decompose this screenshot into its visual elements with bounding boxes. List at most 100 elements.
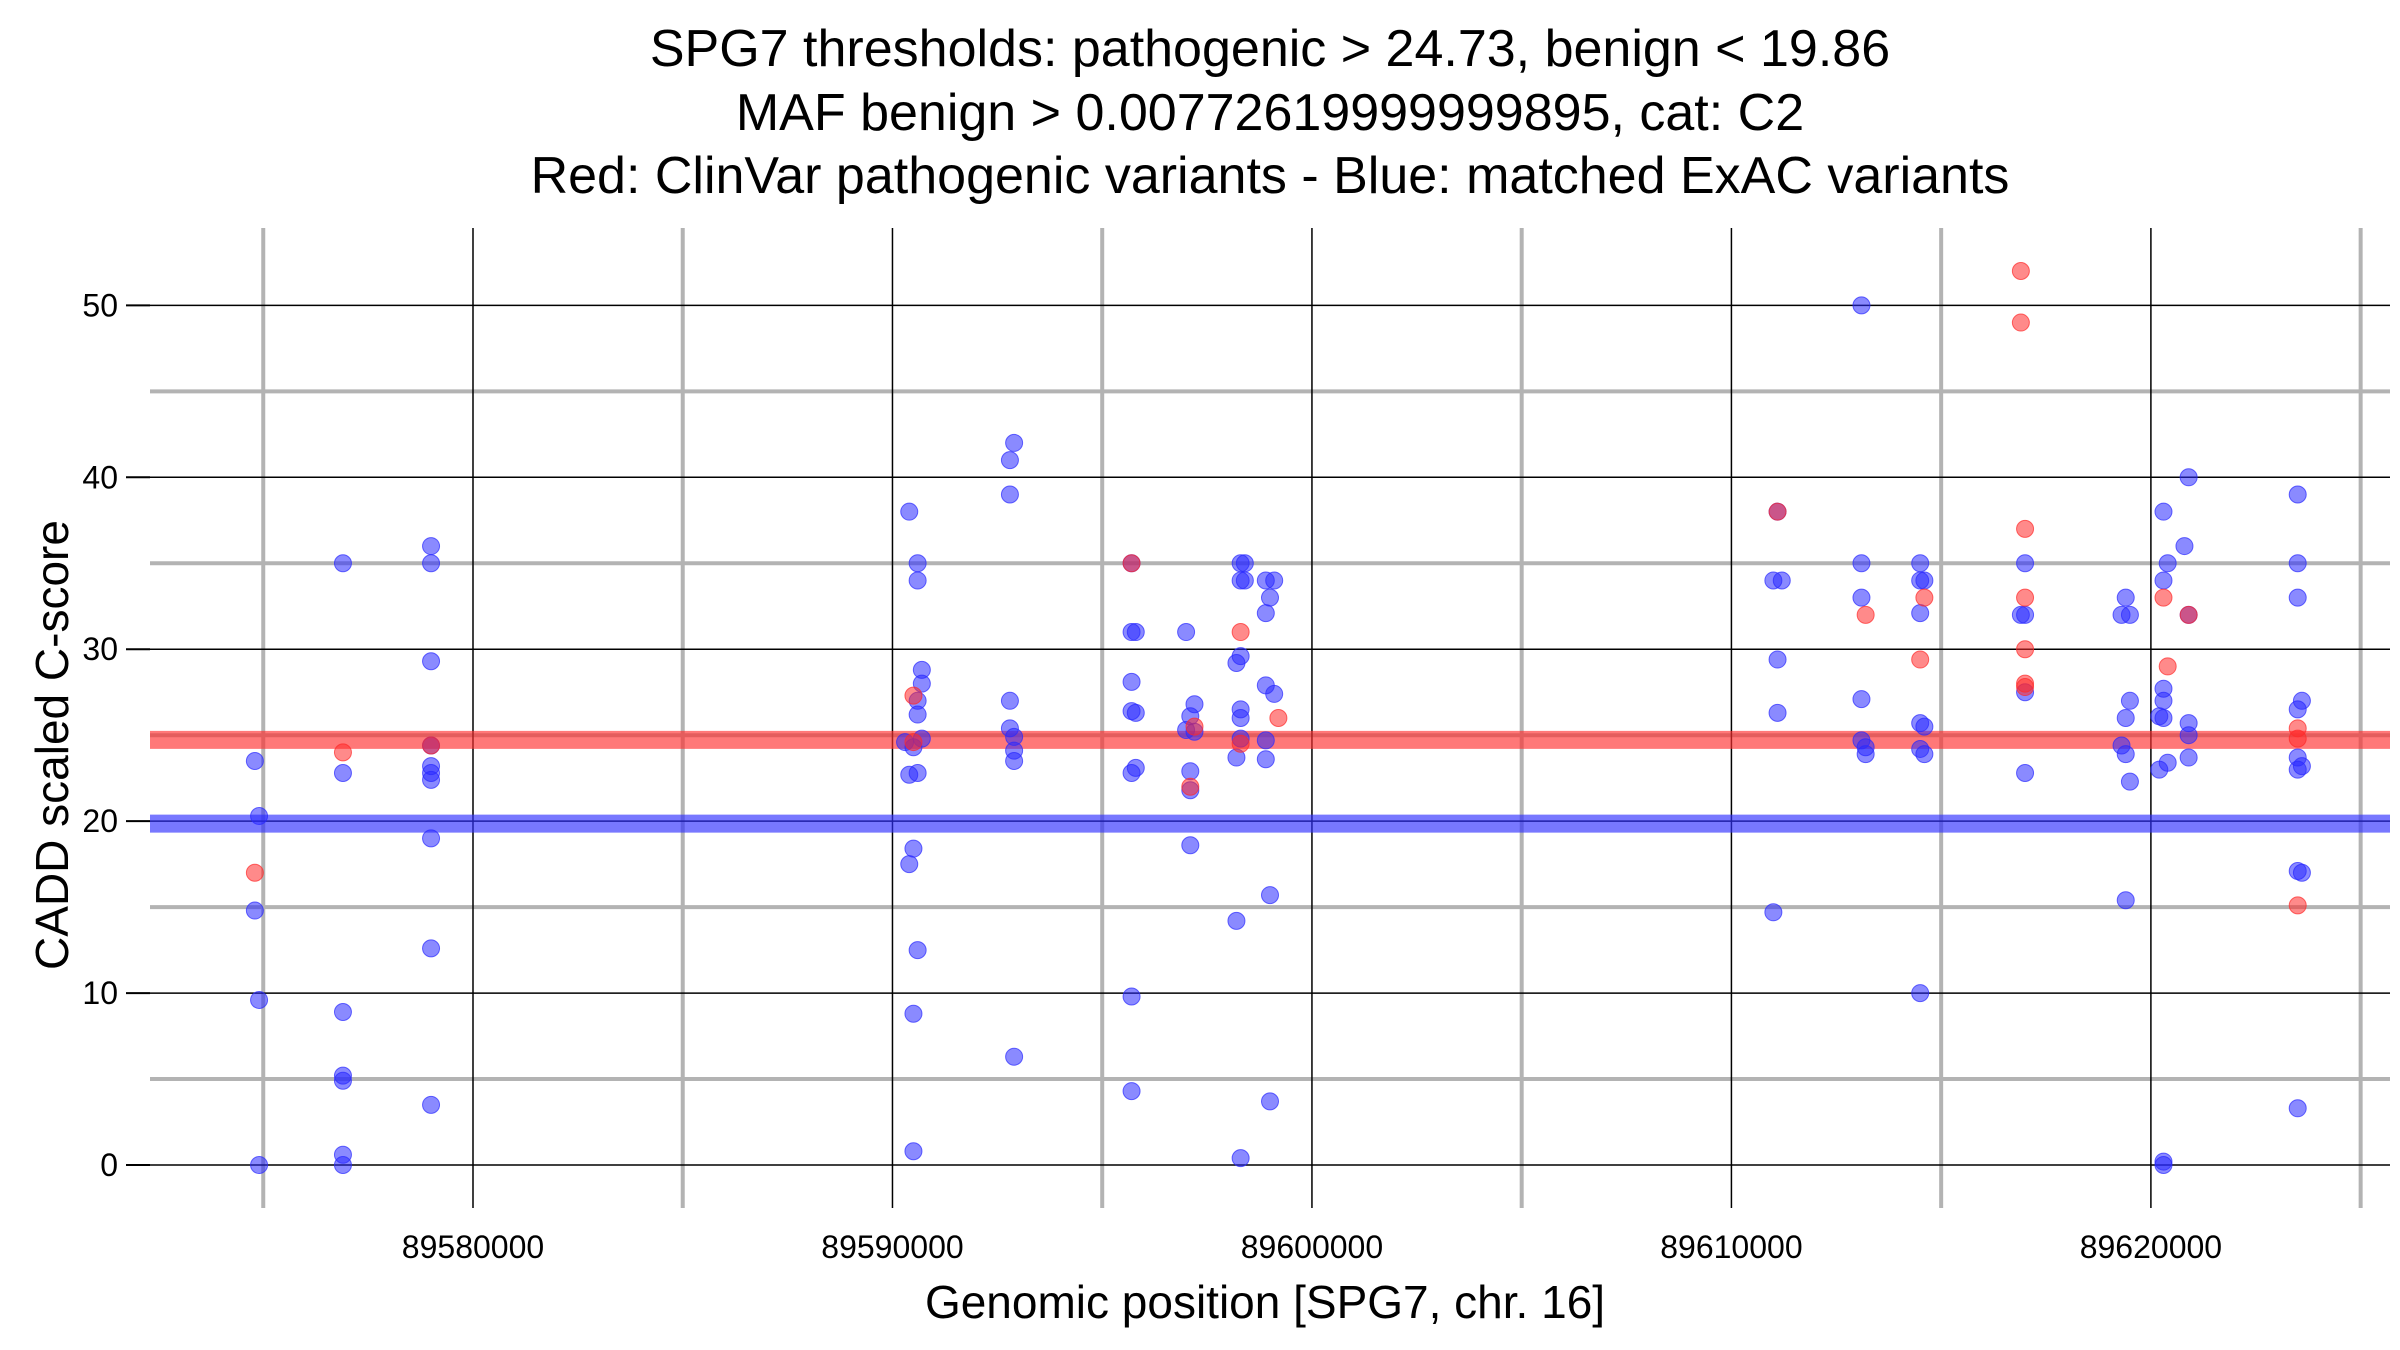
exac-point (2154, 1156, 2173, 1175)
y-tick-label: 30 (82, 631, 118, 667)
exac-point (2016, 554, 2035, 573)
exac-point (904, 1004, 923, 1023)
exac-point (1915, 717, 1934, 736)
clinvar-point (1122, 554, 1141, 573)
exac-point (1126, 703, 1145, 722)
exac-point (2120, 772, 2139, 791)
exac-point (1261, 588, 1279, 607)
x-tick-label: 89610000 (1660, 1229, 1802, 1265)
exac-point (2016, 605, 2035, 624)
clinvar-point (2016, 640, 2035, 659)
exac-point (1772, 571, 1791, 590)
exac-point (1852, 690, 1871, 709)
clinvar-point (904, 686, 923, 705)
exac-point (2120, 605, 2139, 624)
clinvar-point (1231, 623, 1250, 642)
clinvar-point (2016, 519, 2035, 538)
exac-point (1227, 911, 1246, 930)
exac-point (1005, 1047, 1024, 1066)
exac-point (1000, 485, 1019, 504)
clinvar-point (2011, 313, 2030, 332)
exac-point (422, 537, 441, 556)
exac-point (2292, 863, 2311, 882)
clinvar-point (1185, 717, 1204, 736)
y-tick-label: 20 (82, 803, 118, 839)
data-points (245, 261, 2311, 1175)
clinvar-point (2154, 588, 2173, 607)
x-tick-label: 89580000 (402, 1229, 544, 1265)
tick-labels: 89580000 89590000 89600000 89610000 89620000… (82, 287, 2222, 1265)
exac-point (250, 1156, 269, 1175)
exac-point (2179, 748, 2198, 767)
clinvar-point (1856, 605, 1875, 624)
exac-point (2158, 554, 2177, 573)
clinvar-point (1269, 709, 1288, 727)
clinvar-point (2016, 678, 2035, 697)
y-tick-label: 10 (82, 975, 118, 1011)
exac-point (908, 571, 927, 590)
exac-point (2288, 1099, 2307, 1118)
x-tick-label: 89620000 (2080, 1229, 2222, 1265)
exac-point (2179, 468, 2198, 487)
exac-point (1911, 604, 1930, 623)
exac-point (2116, 588, 2135, 607)
exac-point (2288, 760, 2307, 779)
exac-point (2288, 588, 2307, 607)
chart-title-line-2: MAF benign > 0.00772619999999895, cat: C… (736, 84, 1804, 142)
exac-point (1126, 623, 1145, 642)
exac-point (1005, 433, 1024, 452)
exac-point (1764, 903, 1783, 922)
exac-point (2179, 726, 2198, 745)
exac-point (1181, 836, 1200, 855)
exac-point (250, 990, 269, 1009)
clinvar-point (245, 863, 264, 882)
exac-point (2154, 571, 2173, 590)
exac-point (333, 1003, 352, 1021)
exac-point (1915, 571, 1934, 590)
exac-point (1852, 588, 1871, 607)
exac-point (1227, 653, 1246, 672)
exac-point (2116, 709, 2135, 727)
exac-point (1256, 731, 1275, 750)
exac-point (2150, 760, 2169, 779)
exac-point (1256, 750, 1275, 769)
exac-point (1261, 886, 1279, 905)
exac-point (1915, 745, 1934, 764)
clinvar-point (1768, 502, 1787, 521)
clinvar-point (1231, 734, 1250, 753)
clinvar-point (904, 733, 923, 752)
exac-point (2154, 709, 2173, 727)
exac-point (1005, 751, 1024, 770)
chart-title-line-3: Red: ClinVar pathogenic variants - Blue:… (531, 147, 2010, 205)
exac-point (1256, 604, 1275, 623)
clinvar-point (2011, 261, 2030, 280)
exac-point (1768, 703, 1787, 722)
x-tick-label: 89590000 (821, 1229, 963, 1265)
exac-point (1177, 623, 1196, 642)
exac-point (904, 1142, 923, 1161)
exac-point (2116, 891, 2135, 910)
exac-point (422, 770, 441, 789)
exac-point (245, 901, 264, 920)
exac-point (1265, 571, 1284, 590)
exac-point (2154, 691, 2173, 710)
y-tick-label: 50 (82, 287, 118, 323)
exac-point (2288, 554, 2307, 573)
exac-point (422, 939, 441, 958)
exac-point (1856, 745, 1875, 764)
chart-title-line-1: SPG7 thresholds: pathogenic > 24.73, ben… (650, 20, 1890, 78)
exac-point (2175, 537, 2194, 556)
exac-point (908, 941, 927, 960)
exac-point (1231, 709, 1250, 727)
exac-point (250, 807, 269, 825)
y-axis-label: CADD scaled C-score (26, 520, 78, 970)
exac-point (1000, 691, 1019, 710)
exac-point (908, 764, 927, 783)
clinvar-point (2288, 729, 2307, 748)
clinvar-point (422, 736, 441, 755)
exac-point (1261, 1092, 1279, 1111)
exac-point (2288, 700, 2307, 719)
y-tick-label: 0 (100, 1147, 118, 1183)
exac-point (1181, 762, 1200, 781)
